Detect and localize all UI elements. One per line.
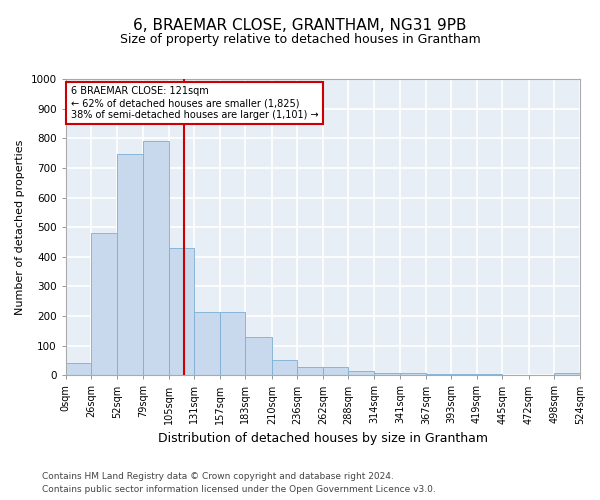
Bar: [91, 233, 117, 376]
Text: Contains public sector information licensed under the Open Government Licence v3: Contains public sector information licen…: [42, 485, 436, 494]
Bar: [169, 248, 194, 376]
Y-axis label: Number of detached properties: Number of detached properties: [15, 140, 25, 315]
Bar: [349, 372, 374, 376]
Bar: [323, 368, 349, 376]
Text: 6 BRAEMAR CLOSE: 121sqm
← 62% of detached houses are smaller (1,825)
38% of semi: 6 BRAEMAR CLOSE: 121sqm ← 62% of detache…: [71, 86, 318, 120]
Bar: [272, 360, 298, 376]
Bar: [117, 154, 143, 376]
Bar: [426, 374, 451, 376]
Bar: [66, 363, 91, 376]
Text: 6, BRAEMAR CLOSE, GRANTHAM, NG31 9PB: 6, BRAEMAR CLOSE, GRANTHAM, NG31 9PB: [133, 18, 467, 32]
Bar: [143, 141, 169, 376]
Bar: [220, 312, 245, 376]
X-axis label: Distribution of detached houses by size in Grantham: Distribution of detached houses by size …: [158, 432, 488, 445]
Bar: [298, 368, 323, 376]
Bar: [194, 312, 220, 376]
Bar: [451, 374, 477, 376]
Bar: [374, 373, 400, 376]
Bar: [245, 336, 272, 376]
Bar: [400, 373, 426, 376]
Text: Contains HM Land Registry data © Crown copyright and database right 2024.: Contains HM Land Registry data © Crown c…: [42, 472, 394, 481]
Bar: [554, 373, 580, 376]
Text: Size of property relative to detached houses in Grantham: Size of property relative to detached ho…: [119, 32, 481, 46]
Bar: [477, 374, 502, 376]
